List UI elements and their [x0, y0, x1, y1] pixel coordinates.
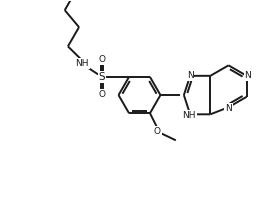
- Text: N: N: [244, 71, 251, 80]
- Text: N: N: [225, 104, 232, 113]
- Text: NH: NH: [182, 111, 196, 120]
- Text: N: N: [187, 71, 194, 80]
- Text: S: S: [98, 72, 105, 82]
- Text: O: O: [98, 55, 105, 64]
- Text: O: O: [98, 90, 105, 99]
- Text: NH: NH: [75, 59, 89, 68]
- Text: O: O: [154, 127, 161, 136]
